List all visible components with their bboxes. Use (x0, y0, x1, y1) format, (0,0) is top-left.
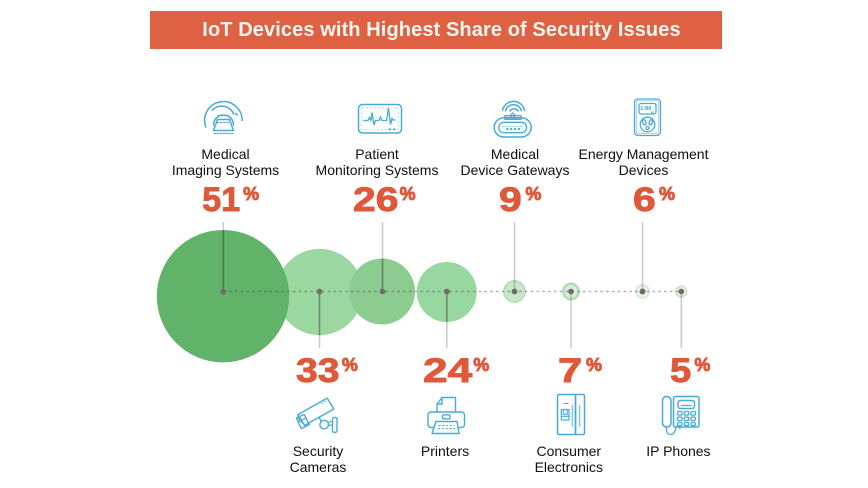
svg-text:w: w (650, 110, 654, 114)
svg-text:1:80: 1:80 (640, 106, 651, 112)
